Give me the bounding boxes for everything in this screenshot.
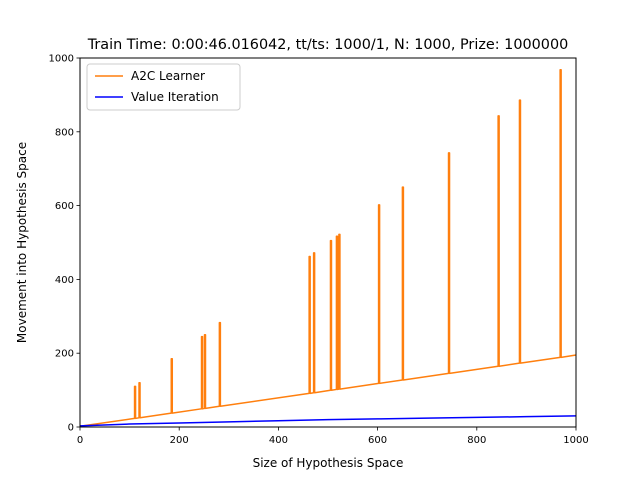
- y-axis: 0 200 400 600 800 1000: [49, 54, 80, 434]
- legend-frame: [86, 63, 241, 111]
- y-tick-label: 200: [55, 349, 74, 360]
- y-tick-label: 600: [55, 201, 74, 212]
- x-tick-label: 1000: [563, 435, 588, 446]
- x-tick-label: 600: [368, 435, 387, 446]
- x-tick-label: 0: [77, 435, 83, 446]
- chart-title: Train Time: 0:00:46.016042, tt/ts: 1000/…: [87, 37, 569, 53]
- x-tick-label: 200: [170, 435, 189, 446]
- series-line-value-iteration: [79, 415, 577, 427]
- y-tick-label: 800: [55, 127, 74, 138]
- y-tick-label: 0: [68, 423, 74, 434]
- y-tick-label: 1000: [49, 54, 74, 65]
- x-tick-label: 800: [467, 435, 486, 446]
- x-tick-label: 400: [269, 435, 288, 446]
- series-line-a2c: [79, 69, 577, 428]
- y-axis-label: Movement into Hypothesis Space: [15, 142, 29, 343]
- y-tick-label: 400: [55, 275, 74, 286]
- plot-frame: [79, 57, 577, 428]
- x-axis: 0 200 400 600 800 1000: [77, 427, 589, 446]
- plot-lines: [79, 69, 577, 428]
- legend: A2C Learner Value Iteration: [86, 63, 241, 111]
- legend-label-value-iteration: Value Iteration: [131, 90, 219, 104]
- legend-label-a2c: A2C Learner: [131, 69, 205, 83]
- x-axis-label: Size of Hypothesis Space: [253, 456, 404, 470]
